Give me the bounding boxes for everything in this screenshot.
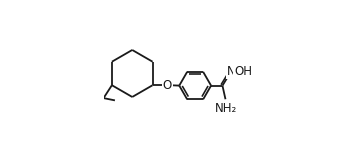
Text: O: O bbox=[162, 79, 172, 92]
Text: NH₂: NH₂ bbox=[215, 102, 237, 115]
Text: N: N bbox=[226, 65, 235, 78]
Text: OH: OH bbox=[234, 65, 252, 78]
